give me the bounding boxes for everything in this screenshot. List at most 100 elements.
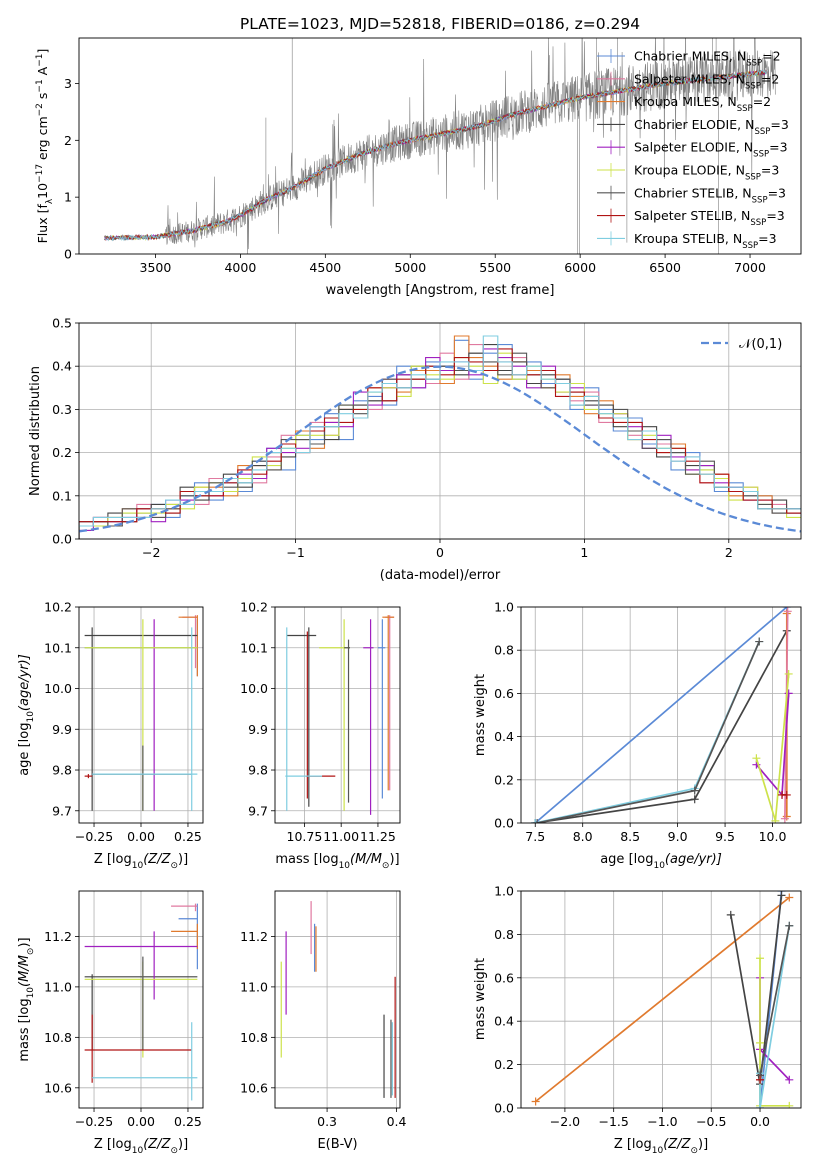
y-tick-label: 0.0 <box>494 816 514 831</box>
x-axis-label-part: age [log <box>600 852 653 867</box>
weight-marker <box>785 1101 794 1108</box>
x-axis-label-part: 10 <box>132 1146 144 1156</box>
x-axis-label: Z [log10(Z/Z⊙)] <box>614 1137 708 1156</box>
y-axis-label-group: Flux [fλ10−17 erg cm−2 s−1 A−1] <box>35 49 55 244</box>
x-tick-label: 5500 <box>479 260 511 275</box>
model-line-kroupa_stelib <box>104 69 768 242</box>
y-axis-label-part: −1 <box>35 54 45 67</box>
y-axis-label: age [log10(age/yr)] <box>17 654 36 776</box>
x-axis-label-part: (Z/Z <box>143 852 171 867</box>
legend-entry-sub: SSP <box>746 59 762 69</box>
data-point-salpeter_elodie <box>84 931 198 1000</box>
data-point-salpeter_stelib <box>84 1014 192 1083</box>
plot-area-weight_vs_Z <box>531 891 794 1108</box>
x-tick-label: 9.0 <box>668 829 688 844</box>
histogram-salpeter_stelib <box>79 348 801 539</box>
legend-entry-sub: SSP <box>745 81 761 91</box>
y-axis-label-part: ] <box>35 49 50 54</box>
chart-title: PLATE=1023, MJD=52818, FIBERID=0186, z=0… <box>240 15 640 33</box>
data-point-kroupa_miles <box>382 615 395 791</box>
y-axis-label-group: age [log10(age/yr)] <box>17 654 36 776</box>
y-tick-label: 1.0 <box>494 884 514 899</box>
weight-line-salpeter_miles <box>784 611 789 819</box>
x-tick-label: 0.25 <box>174 1114 202 1129</box>
y-tick-label: 11.0 <box>240 979 268 994</box>
y-tick-label: 2 <box>64 133 72 148</box>
plot-area-age_vs_mass <box>285 615 395 815</box>
y-axis-label-part: 10 <box>26 711 36 723</box>
y-tick-label: 3 <box>64 76 72 91</box>
legend-entry-label: 𝒩(0,1) <box>739 337 782 352</box>
x-axis-label-part: (M/M <box>350 852 382 867</box>
x-tick-label: −0.25 <box>75 1114 113 1129</box>
weight-marker <box>782 790 791 799</box>
weight-marker <box>784 689 793 698</box>
x-tick-label: 5000 <box>394 260 426 275</box>
normal-distribution-curve <box>79 365 801 533</box>
legend-entry-suffix: =2 <box>761 71 779 86</box>
weight-line-kroupa_stelib <box>759 925 791 1108</box>
plot-area-spectrum <box>104 38 776 254</box>
x-tick-label: −1.5 <box>599 1114 629 1129</box>
legend-entry-suffix: =3 <box>769 140 787 155</box>
axes-age_vs_Z: −0.25 0.00 0.25 9.7 9.8 9.9 10.0 10.1 10.2 <box>44 600 204 844</box>
y-tick-label: 0.8 <box>494 927 514 942</box>
x-tick-label: 8.0 <box>573 829 593 844</box>
weight-line-chabrier_elodie <box>535 630 788 823</box>
x-tick-label: 10.0 <box>759 829 787 844</box>
y-tick-label: 0.3 <box>52 402 72 417</box>
y-tick-label: 0.0 <box>494 1101 514 1116</box>
legend-entry-label: Salpeter ELODIE, NSSP=3 <box>634 140 788 160</box>
weight-line-kroupa_miles <box>535 896 790 1103</box>
x-axis-label: (data-model)/error <box>380 568 501 583</box>
y-axis-label: mass weight <box>473 958 488 1040</box>
x-tick-label: −1.0 <box>647 1114 677 1129</box>
plot-area-residuals <box>79 335 801 539</box>
weight-marker <box>780 814 789 823</box>
data-point-salpeter_elodie <box>363 619 374 815</box>
legend-entry-sub: SSP <box>742 241 758 251</box>
data-point-kroupa_stelib <box>285 627 323 811</box>
x-tick-label: −0.5 <box>696 1114 726 1129</box>
y-tick-label: 10.1 <box>240 640 268 655</box>
y-tick-label: 10.8 <box>240 1030 268 1045</box>
data-point-kroupa_stelib <box>92 1022 198 1101</box>
x-tick-label: 4000 <box>224 260 256 275</box>
y-axis-label-part: −17 <box>35 164 45 183</box>
y-axis-label-part: A <box>35 66 50 79</box>
y-tick-label: 9.9 <box>52 722 72 737</box>
x-axis-label-part: Z [log <box>94 1137 132 1152</box>
legend-entry-text: Kroupa STELIB, N <box>634 231 742 246</box>
x-tick-label: 8.5 <box>620 829 640 844</box>
data-point-chabrier_stelib <box>344 639 350 803</box>
x-axis-label: mass [log10(M/M⊙)] <box>275 852 399 871</box>
weight-marker <box>531 819 540 823</box>
y-axis-label-part: 10 <box>26 987 36 999</box>
y-axis-label: mass weight <box>473 674 488 756</box>
x-tick-label: −2 <box>142 545 160 560</box>
x-tick-label: 0.00 <box>127 1114 155 1129</box>
y-tick-label: 0.2 <box>494 1057 514 1072</box>
data-point-salpeter_stelib <box>305 631 336 799</box>
axes-mass_vs_ebv: 0.3 0.4 10.6 10.8 11.0 11.2 <box>240 890 407 1129</box>
data-point-salpeter_stelib <box>84 774 93 779</box>
y-axis-label-part: )] <box>17 937 32 947</box>
histogram-kroupa_stelib <box>79 335 801 539</box>
y-tick-label: 10.6 <box>44 1080 72 1095</box>
model-line-salpeter_stelib <box>104 69 768 241</box>
data-point-kroupa_miles <box>171 923 198 950</box>
x-tick-label: 11.25 <box>360 829 396 844</box>
weight-marker <box>782 609 791 618</box>
x-tick-label: 11.00 <box>323 829 359 844</box>
weight-marker <box>777 891 786 900</box>
x-tick-label: 7.5 <box>525 829 545 844</box>
y-tick-label: 11.2 <box>240 929 268 944</box>
weight-marker <box>756 954 765 963</box>
x-axis-label-part: mass [log <box>275 852 338 867</box>
x-axis-label-part: Z [log <box>614 1137 652 1152</box>
data-point-kroupa_stelib <box>92 627 198 811</box>
legend-entry-text: Kroupa MILES, N <box>634 94 737 109</box>
y-tick-label: 9.8 <box>52 763 72 778</box>
legend-entry-text: Salpeter ELODIE, N <box>634 140 753 155</box>
weight-marker <box>726 910 735 919</box>
